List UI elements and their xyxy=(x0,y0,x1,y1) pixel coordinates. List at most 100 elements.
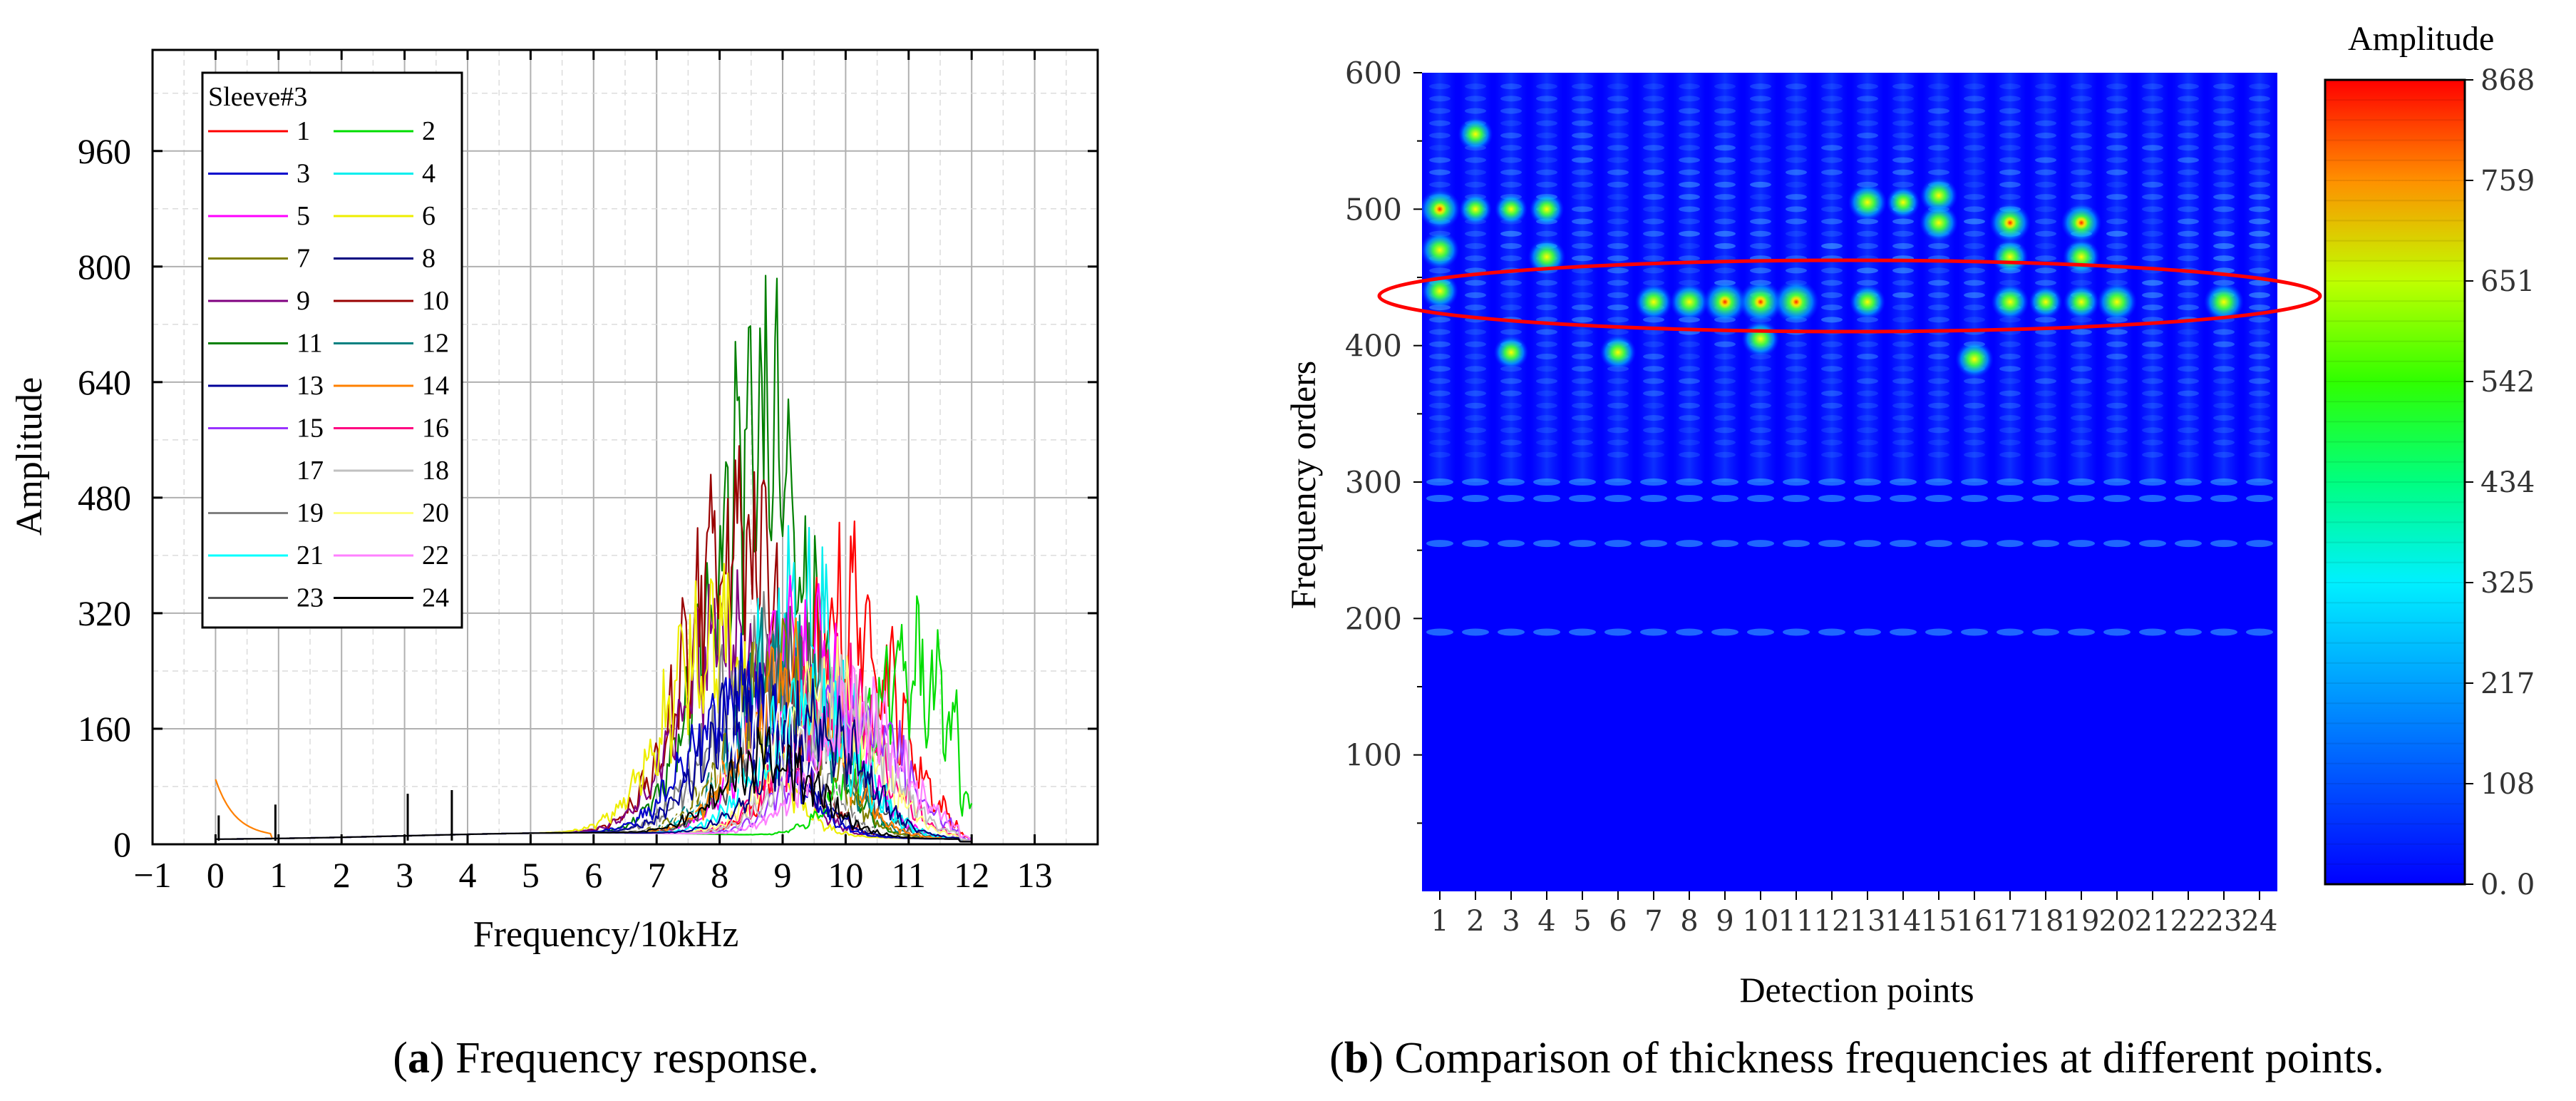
heatmap-band-spot xyxy=(2139,540,2166,548)
heatmap-speckle xyxy=(1607,96,1629,102)
heatmap-speckle xyxy=(1465,157,1486,163)
x-tick-label: 17 xyxy=(1992,905,2029,938)
heatmap-speckle xyxy=(1643,120,1664,126)
heatmap-hotspot xyxy=(1886,186,1920,219)
heatmap-speckle xyxy=(1928,280,1949,286)
heatmap-speckle xyxy=(2142,451,2163,458)
heatmap-speckle xyxy=(2035,390,2056,396)
heatmap-band-spot xyxy=(1890,494,1917,502)
heatmap-speckle xyxy=(2178,329,2199,335)
heatmap-speckle xyxy=(1750,108,1771,114)
heatmap-speckle xyxy=(1500,402,1522,409)
heatmap-speckle xyxy=(2035,108,2056,114)
heatmap-band-spot xyxy=(1640,494,1667,502)
x-tick-label: −1 xyxy=(133,855,171,895)
heatmap-speckle xyxy=(1607,402,1629,409)
heatmap-speckle xyxy=(2071,353,2092,359)
heatmap-speckle xyxy=(2249,329,2270,335)
heatmap-speckle xyxy=(2178,341,2199,347)
heatmap-band-spot xyxy=(1676,478,1703,486)
heatmap-speckle xyxy=(1928,96,1949,102)
heatmap-speckle xyxy=(1928,83,1949,90)
heatmap-speckle xyxy=(1536,402,1557,409)
heatmap-speckle xyxy=(2142,218,2163,225)
heatmap-speckle xyxy=(1999,145,2021,151)
heatmap-speckle xyxy=(2035,145,2056,151)
heatmap-speckle xyxy=(1572,157,1593,163)
heatmap-band-spot xyxy=(2032,494,2059,502)
heatmap-speckle xyxy=(1892,390,1914,396)
legend-label-9: 9 xyxy=(297,286,310,316)
heatmap-speckle xyxy=(1821,83,1843,90)
heatmap-speckle xyxy=(1429,415,1451,421)
legend-box xyxy=(201,71,463,629)
heatmap-speckle xyxy=(1786,120,1807,126)
heatmap-speckle xyxy=(2249,194,2270,200)
heatmap-speckle xyxy=(2071,83,2092,90)
heatmap-speckle xyxy=(1892,378,1914,384)
heatmap-speckle xyxy=(2071,280,2092,286)
heatmap-speckle xyxy=(2106,83,2128,90)
heatmap-band-spot xyxy=(2210,540,2237,548)
heatmap-speckle xyxy=(1750,145,1771,151)
legend-label-24: 24 xyxy=(422,583,449,613)
heatmap-column-glow xyxy=(2172,73,2205,482)
heatmap-speckle xyxy=(1750,439,1771,446)
heatmap-speckle xyxy=(1964,145,1985,151)
heatmap-speckle xyxy=(1821,230,1843,237)
heatmap-hotspot xyxy=(1634,284,1673,320)
heatmap-speckle xyxy=(1999,120,2021,126)
heatmap-speckle xyxy=(2178,378,2199,384)
heatmap-speckle xyxy=(1572,83,1593,90)
heatmap-speckle xyxy=(1928,145,1949,151)
heatmap-speckle xyxy=(1999,194,2021,200)
heatmap-speckle xyxy=(1536,329,1557,335)
heatmap-speckle xyxy=(1786,157,1807,163)
heatmap-band-spot xyxy=(1925,540,1952,548)
heatmap-speckle xyxy=(1821,317,1843,323)
heatmap-speckle xyxy=(1892,292,1914,298)
heatmap-speckle xyxy=(2035,169,2056,175)
heatmap-speckle xyxy=(1857,439,1878,446)
heatmap-speckle xyxy=(1750,206,1771,212)
panel-b-x-axis-label: Detection points xyxy=(1739,970,1974,1010)
heatmap-speckle xyxy=(1429,108,1451,114)
x-tick-label: 1 xyxy=(1431,905,1448,938)
heatmap-band-spot xyxy=(2068,540,2095,548)
heatmap-speckle xyxy=(1679,402,1700,409)
heatmap-speckle xyxy=(1607,157,1629,163)
x-tick-label: 9 xyxy=(774,855,792,895)
heatmap-speckle xyxy=(2106,402,2128,409)
heatmap-band-spot xyxy=(1426,494,1453,502)
heatmap-hotspot xyxy=(2029,285,2063,318)
heatmap-speckle xyxy=(2178,402,2199,409)
heatmap-hotspot xyxy=(1495,193,1527,225)
x-tick-label: 5 xyxy=(522,855,540,895)
heatmap-speckle xyxy=(1643,451,1664,458)
heatmap-speckle xyxy=(1572,194,1593,200)
legend-label-19: 19 xyxy=(297,498,324,528)
heatmap-band-spot xyxy=(2068,494,2095,502)
heatmap-band-spot xyxy=(2175,628,2202,636)
heatmap-speckle xyxy=(1821,439,1843,446)
heatmap-band-spot xyxy=(1747,478,1774,486)
x-tick-label: 0 xyxy=(207,855,225,895)
heatmap-speckle xyxy=(1607,181,1629,188)
heatmap-speckle xyxy=(2071,133,2092,139)
heatmap-band-spot xyxy=(1640,628,1667,636)
heatmap-speckle xyxy=(1536,120,1557,126)
heatmap-band-spot xyxy=(1925,494,1952,502)
heatmap-speckle xyxy=(1750,83,1771,90)
heatmap-hotspot xyxy=(1493,335,1529,369)
heatmap-speckle xyxy=(2213,206,2235,212)
heatmap-speckle xyxy=(2071,451,2092,458)
heatmap-column-glow xyxy=(2065,73,2098,482)
heatmap-speckle xyxy=(1892,230,1914,237)
heatmap-speckle xyxy=(1999,83,2021,90)
heatmap-speckle xyxy=(1500,157,1522,163)
heatmap-speckle xyxy=(1572,292,1593,298)
heatmap-speckle xyxy=(2249,255,2270,262)
x-tick-label: 12 xyxy=(1814,905,1850,938)
heatmap-column-glow xyxy=(1922,73,1955,482)
heatmap-speckle xyxy=(2142,341,2163,347)
